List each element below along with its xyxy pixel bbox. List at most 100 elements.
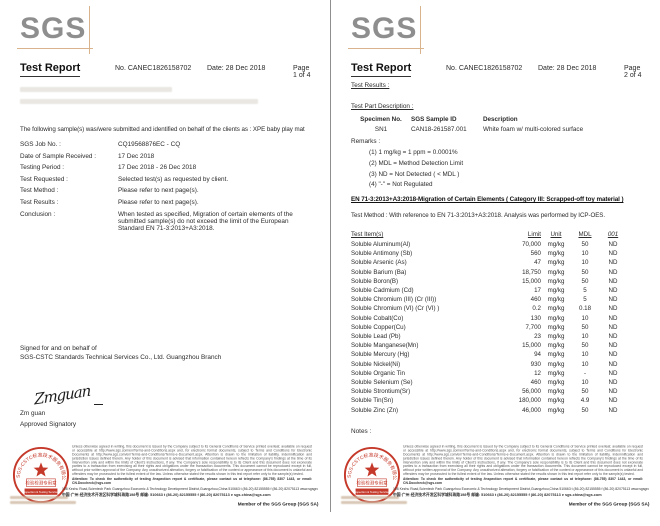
- cell-test-item: Soluble Aluminum(Al): [351, 241, 411, 248]
- remark-item: (3) ND = Not Detected ( < MDL ): [369, 170, 460, 178]
- cell-mdl: 10: [581, 379, 589, 387]
- logo-crop-mark-horizontal: [348, 48, 424, 49]
- cell-unit: mg/kg: [547, 406, 565, 414]
- cell-mdl: 10: [581, 250, 589, 258]
- cell-result: ND: [608, 360, 618, 368]
- cell-unit: mg/kg: [547, 268, 565, 276]
- cell-result: ND: [608, 406, 618, 414]
- cell-result: ND: [608, 305, 618, 313]
- cell-limit: 460: [530, 379, 541, 387]
- test-method-line: Test Method : With reference to EN 71-3:…: [351, 212, 606, 219]
- field-value: 17 Dec 2018: [118, 152, 155, 160]
- cell-mdl: 10: [581, 333, 589, 341]
- cell-result: ND: [608, 259, 618, 267]
- cell-test-item: Soluble Arsenic (As): [351, 259, 407, 267]
- field-label: SGS Job No. :: [20, 141, 61, 148]
- cell-test-item: Soluble Nickel(Ni): [351, 360, 401, 368]
- table-row: Soluble Selenium (Se) 460 mg/kg 10 ND: [351, 378, 627, 387]
- cell-test-item: Soluble Zinc (Zn): [351, 406, 399, 414]
- address-english: 198 Kezhu Road,Scientech Park Guangzhou …: [62, 487, 318, 492]
- cell-unit: mg/kg: [547, 342, 565, 350]
- report-fields: SGS Job No. : CQ19568876EC - CQ Date of …: [20, 141, 312, 236]
- redacted-client-name: [20, 87, 172, 92]
- table-row: Soluble Boron(B) 15,000 mg/kg 50 ND: [351, 277, 627, 286]
- field-label: Test Method :: [20, 187, 59, 195]
- cell-limit: 23: [534, 333, 541, 341]
- cell-test-item: Soluble Tin(Sn): [351, 397, 394, 405]
- cell-limit: 15,000: [522, 342, 541, 350]
- cell-result: ND: [608, 397, 618, 405]
- col-header-test-item: Test Item(s): [351, 231, 384, 238]
- cell-result: ND: [608, 342, 618, 350]
- specimen-no: SN1: [374, 126, 388, 133]
- cell-mdl: 50: [581, 388, 589, 396]
- sgs-logo: SGS: [348, 6, 431, 54]
- cell-limit: 94: [534, 351, 541, 359]
- table-row: Soluble Zinc (Zn) 46,000 mg/kg 50 ND: [351, 406, 627, 415]
- table-row: Soluble Antimony (Sb) 560 mg/kg 10 ND: [351, 249, 627, 258]
- member-line: Member of the SGS Group (SGS SA): [568, 501, 649, 507]
- field-label: Conclusion :: [20, 210, 56, 218]
- sgs-logo-text: SGS: [351, 12, 418, 45]
- remark-item: (1) 1 mg/kg = 1 ppm = 0.0001%: [369, 149, 458, 156]
- cell-unit: mg/kg: [547, 277, 565, 285]
- address-chinese: 中国·广州·经济技术开发区科学城科珠路198号 邮编: 510663 t (86…: [62, 492, 271, 498]
- table-row: Soluble Chromium (VI) (Cr (VI) ) 0.2 mg/…: [351, 304, 627, 313]
- table-row: Soluble Tin(Sn) 180,000 mg/kg 4.9 ND: [351, 396, 627, 405]
- cell-unit: mg/kg: [547, 379, 565, 387]
- page-1: SGS Test Report No. CANEC1826158702 Date…: [0, 0, 330, 512]
- address-english: 198 Kezhu Road,Scientech Park Guangzhou …: [393, 487, 649, 492]
- svg-text:Inspection & Testing Services: Inspection & Testing Services: [354, 490, 391, 494]
- table-row: Soluble Barium (Ba) 18,750 mg/kg 50 ND: [351, 268, 627, 277]
- disclaimer-text: Unless otherwise agreed in writing, this…: [72, 445, 312, 477]
- cell-test-item: Soluble Chromium (III) (Cr (III)): [351, 296, 437, 304]
- cell-unit: mg/kg: [547, 333, 565, 341]
- field-row: Conclusion : When tested as specified, M…: [20, 211, 312, 232]
- cell-unit: mg/kg: [547, 369, 565, 377]
- cell-mdl: 50: [581, 241, 589, 248]
- cell-mdl: 4.9: [580, 397, 590, 405]
- cell-test-item: Soluble Mercury (Hg): [351, 351, 410, 359]
- cell-result: ND: [608, 369, 618, 377]
- cell-test-item: Soluble Barium (Ba): [351, 268, 407, 276]
- page-2: SGS Test Report No. CANEC1826158702 Date…: [330, 0, 660, 512]
- cell-test-item: Soluble Cadmium (Cd): [351, 287, 414, 295]
- test-results-heading: Test Results :: [351, 82, 390, 89]
- test-part-description-heading: Test Part Description :: [351, 103, 414, 110]
- handwritten-signature: Zmguan: [34, 381, 91, 409]
- logo-crop-mark-horizontal: [17, 48, 93, 49]
- field-row: Test Requested : Selected test(s) as req…: [20, 176, 312, 183]
- field-row: Testing Period : 17 Dec 2018 - 26 Dec 20…: [20, 164, 312, 171]
- field-value: CQ19568876EC - CQ: [118, 141, 181, 148]
- remarks-list: (1) 1 mg/kg = 1 ppm = 0.0001% (2) MDL = M…: [369, 149, 463, 192]
- cell-limit: 18,750: [522, 268, 541, 276]
- legal-block: Unless otherwise agreed in writing, this…: [72, 445, 312, 526]
- svg-text:SGS-CSTC标准技术服务有限公司广州分公司: SGS-CSTC标准技术服务有限公司广州分公司: [343, 446, 398, 480]
- sgs-sample-id: CAN18-261587.001: [411, 126, 467, 133]
- table-row: Soluble Cadmium (Cd) 17 mg/kg 5 ND: [351, 286, 627, 295]
- specimen-description: White foam w/ multi-colored surface: [483, 126, 584, 133]
- cell-limit: 47: [534, 259, 541, 267]
- signature-dash: [94, 404, 103, 405]
- cell-test-item: Soluble Selenium (Se): [351, 379, 413, 387]
- company-seal-icon: SGS-CSTC标准技术服务有限公司广州分公司 检验检测专用章 Inspecti…: [343, 446, 401, 504]
- report-number: No. CANEC1826158702: [115, 65, 192, 72]
- cell-limit: 0.2: [532, 305, 541, 313]
- signatory-name: Zm guan: [20, 410, 46, 417]
- report-header: Test Report No. CANEC1826158702 Date: 28…: [20, 62, 312, 79]
- report-date: Date: 28 Dec 2018: [538, 65, 597, 72]
- cell-limit: 56,000: [522, 388, 541, 396]
- star-icon: [33, 462, 49, 477]
- cell-unit: mg/kg: [547, 305, 565, 313]
- page-indicator: Page 1 of 4: [293, 65, 311, 79]
- specimen-col-header: Description: [483, 116, 518, 123]
- address-chinese: 中国·广州·经济技术开发区科学城科珠路198号 邮编: 510663 t (86…: [393, 492, 602, 498]
- col-header-sample-id: 001: [607, 231, 619, 238]
- test-report-title: Test Report: [20, 62, 81, 77]
- cell-test-item: Soluble Lead (Pb): [351, 333, 401, 341]
- specimen-col-header: Specimen No.: [360, 116, 402, 123]
- cell-unit: mg/kg: [547, 323, 565, 331]
- cell-test-item: Soluble Cobalt(Co): [351, 314, 404, 322]
- cell-result: ND: [608, 351, 618, 359]
- footer-company-imprint: [10, 501, 76, 504]
